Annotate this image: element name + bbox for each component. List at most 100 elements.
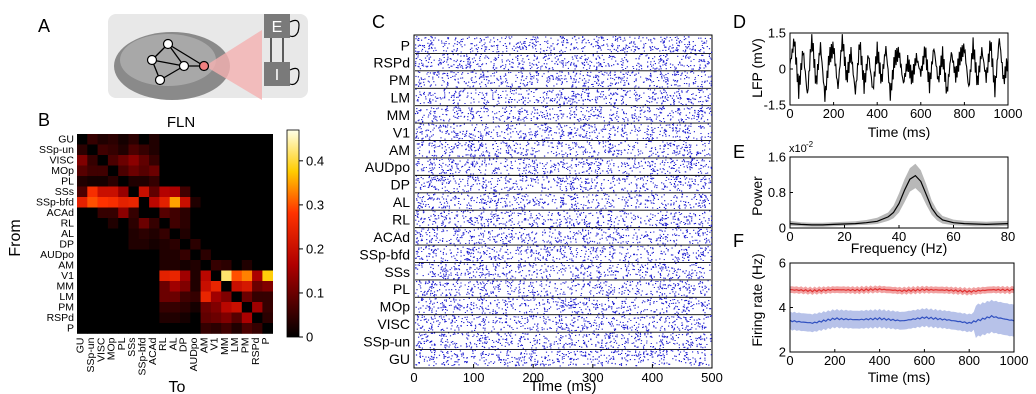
heatmap-cell (138, 186, 150, 198)
heatmap (77, 134, 273, 334)
heatmap-cell (200, 291, 212, 303)
heatmap-cell (262, 207, 273, 219)
raster-xlabel: Time (ms) (530, 378, 597, 394)
rate-x-tick-label: 800 (958, 353, 980, 368)
heatmap-row-label: ACAd (47, 207, 75, 219)
heatmap-cell (97, 144, 109, 156)
heatmap-cell (159, 323, 170, 334)
heatmap-cell (87, 144, 98, 156)
colorbar-tick-label: 0.2 (306, 241, 324, 256)
heatmap-cell (118, 270, 129, 282)
heatmap-column-label: SSp-bfd (137, 337, 149, 375)
heatmap-cell (200, 144, 212, 156)
heatmap-cell (241, 186, 253, 198)
heatmap-cell (159, 270, 170, 282)
heatmap-cell (118, 260, 129, 271)
heatmap-cell (241, 323, 253, 334)
raster-row-label: LM (391, 90, 410, 106)
heatmap-cell (107, 323, 119, 334)
raster-x-tick-label: 500 (701, 370, 723, 385)
heatmap-cell (210, 134, 222, 145)
heatmap-cell (190, 270, 201, 282)
heatmap-cell (252, 207, 263, 219)
heatmap-cell (200, 155, 212, 166)
heatmap-cell (231, 270, 243, 282)
heatmap-cell (97, 207, 109, 219)
heatmap-cell (128, 291, 140, 303)
heatmap-cell (221, 291, 232, 303)
heatmap-row-label: AL (61, 228, 74, 240)
lfp-x-tick-label: 200 (823, 106, 845, 121)
heatmap-cell (200, 207, 212, 219)
heatmap-cell (200, 302, 212, 313)
heatmap-cell (262, 291, 273, 303)
heatmap-cell (190, 302, 201, 313)
heatmap-cell (210, 260, 222, 271)
heatmap-cell (87, 155, 98, 166)
heatmap-cell (138, 207, 150, 219)
heatmap-cell (241, 228, 253, 240)
heatmap-cell (210, 270, 222, 282)
heatmap-cell (241, 270, 253, 282)
rate-x-tick-label: 0 (786, 353, 793, 368)
heatmap-cell (241, 312, 253, 324)
heatmap-cell (200, 134, 212, 145)
lfp-y-tick-label: -1.5 (764, 98, 786, 113)
heatmap-cell (190, 312, 201, 324)
power-x-tick-label: 60 (946, 229, 960, 244)
heatmap-cell (149, 186, 160, 198)
heatmap-cell (169, 270, 181, 282)
heatmap-cell (241, 291, 253, 303)
heatmap-cell (252, 302, 263, 313)
heatmap-cell (149, 176, 160, 187)
heatmap-cell (118, 207, 129, 219)
heatmap-cell (231, 144, 243, 156)
heatmap-cell (169, 312, 181, 324)
heatmap-cell (159, 155, 170, 166)
heatmap-cell (252, 155, 263, 166)
heatmap-cell (252, 165, 263, 177)
rate-ylabel: Firing rate (Hz) (749, 253, 765, 346)
rate-x-tick-label: 1000 (1000, 353, 1029, 368)
heatmap-cell (77, 291, 88, 303)
heatmap-cell (210, 302, 222, 313)
heatmap-cell (190, 155, 201, 166)
raster-row-label: RSPd (373, 55, 410, 71)
heatmap-column-labels: GUSSp-unVISCMOpPLSSsSSp-bfdACAdRLALDPAUD… (75, 337, 272, 375)
heatmap-cell (180, 197, 191, 208)
zoom-cone (205, 30, 262, 100)
heatmap-cell (262, 260, 273, 271)
heatmap-cell (118, 281, 129, 292)
heatmap-cell (200, 228, 212, 240)
heatmap-cell (210, 281, 222, 292)
raster-row-label: V1 (393, 124, 410, 140)
heatmap-cell (118, 165, 129, 177)
heatmap-cell (138, 281, 150, 292)
heatmap-cell (118, 197, 129, 208)
heatmap-cell (77, 239, 88, 250)
heatmap-cell (252, 270, 263, 282)
heatmap-row-label: LM (59, 291, 74, 303)
power-xlabel: Frequency (Hz) (851, 240, 947, 256)
power-scale-note: x10 (789, 143, 807, 155)
rate-y-tick-label: 4 (779, 300, 786, 315)
heatmap-cell (128, 323, 140, 334)
heatmap-cell (221, 176, 232, 187)
rate-x-tick-label: 200 (824, 353, 846, 368)
power-frame (789, 156, 1009, 229)
power-x-tick-label: 0 (786, 229, 793, 244)
heatmap-cell (159, 312, 170, 324)
heatmap-column-label: RL (157, 337, 169, 351)
heatmap-cell (159, 249, 170, 261)
heatmap-cell (221, 260, 232, 271)
heatmap-cell (159, 165, 170, 177)
heatmap-cell (107, 291, 119, 303)
heatmap-cell (97, 270, 109, 282)
raster-row-label: SSs (384, 264, 410, 280)
power-x-tick-label: 80 (1001, 229, 1015, 244)
heatmap-cell (180, 312, 191, 324)
heatmap-cell (231, 260, 243, 271)
heatmap-cell (107, 312, 119, 324)
heatmap-cell (97, 165, 109, 177)
heatmap-cell (241, 239, 253, 250)
